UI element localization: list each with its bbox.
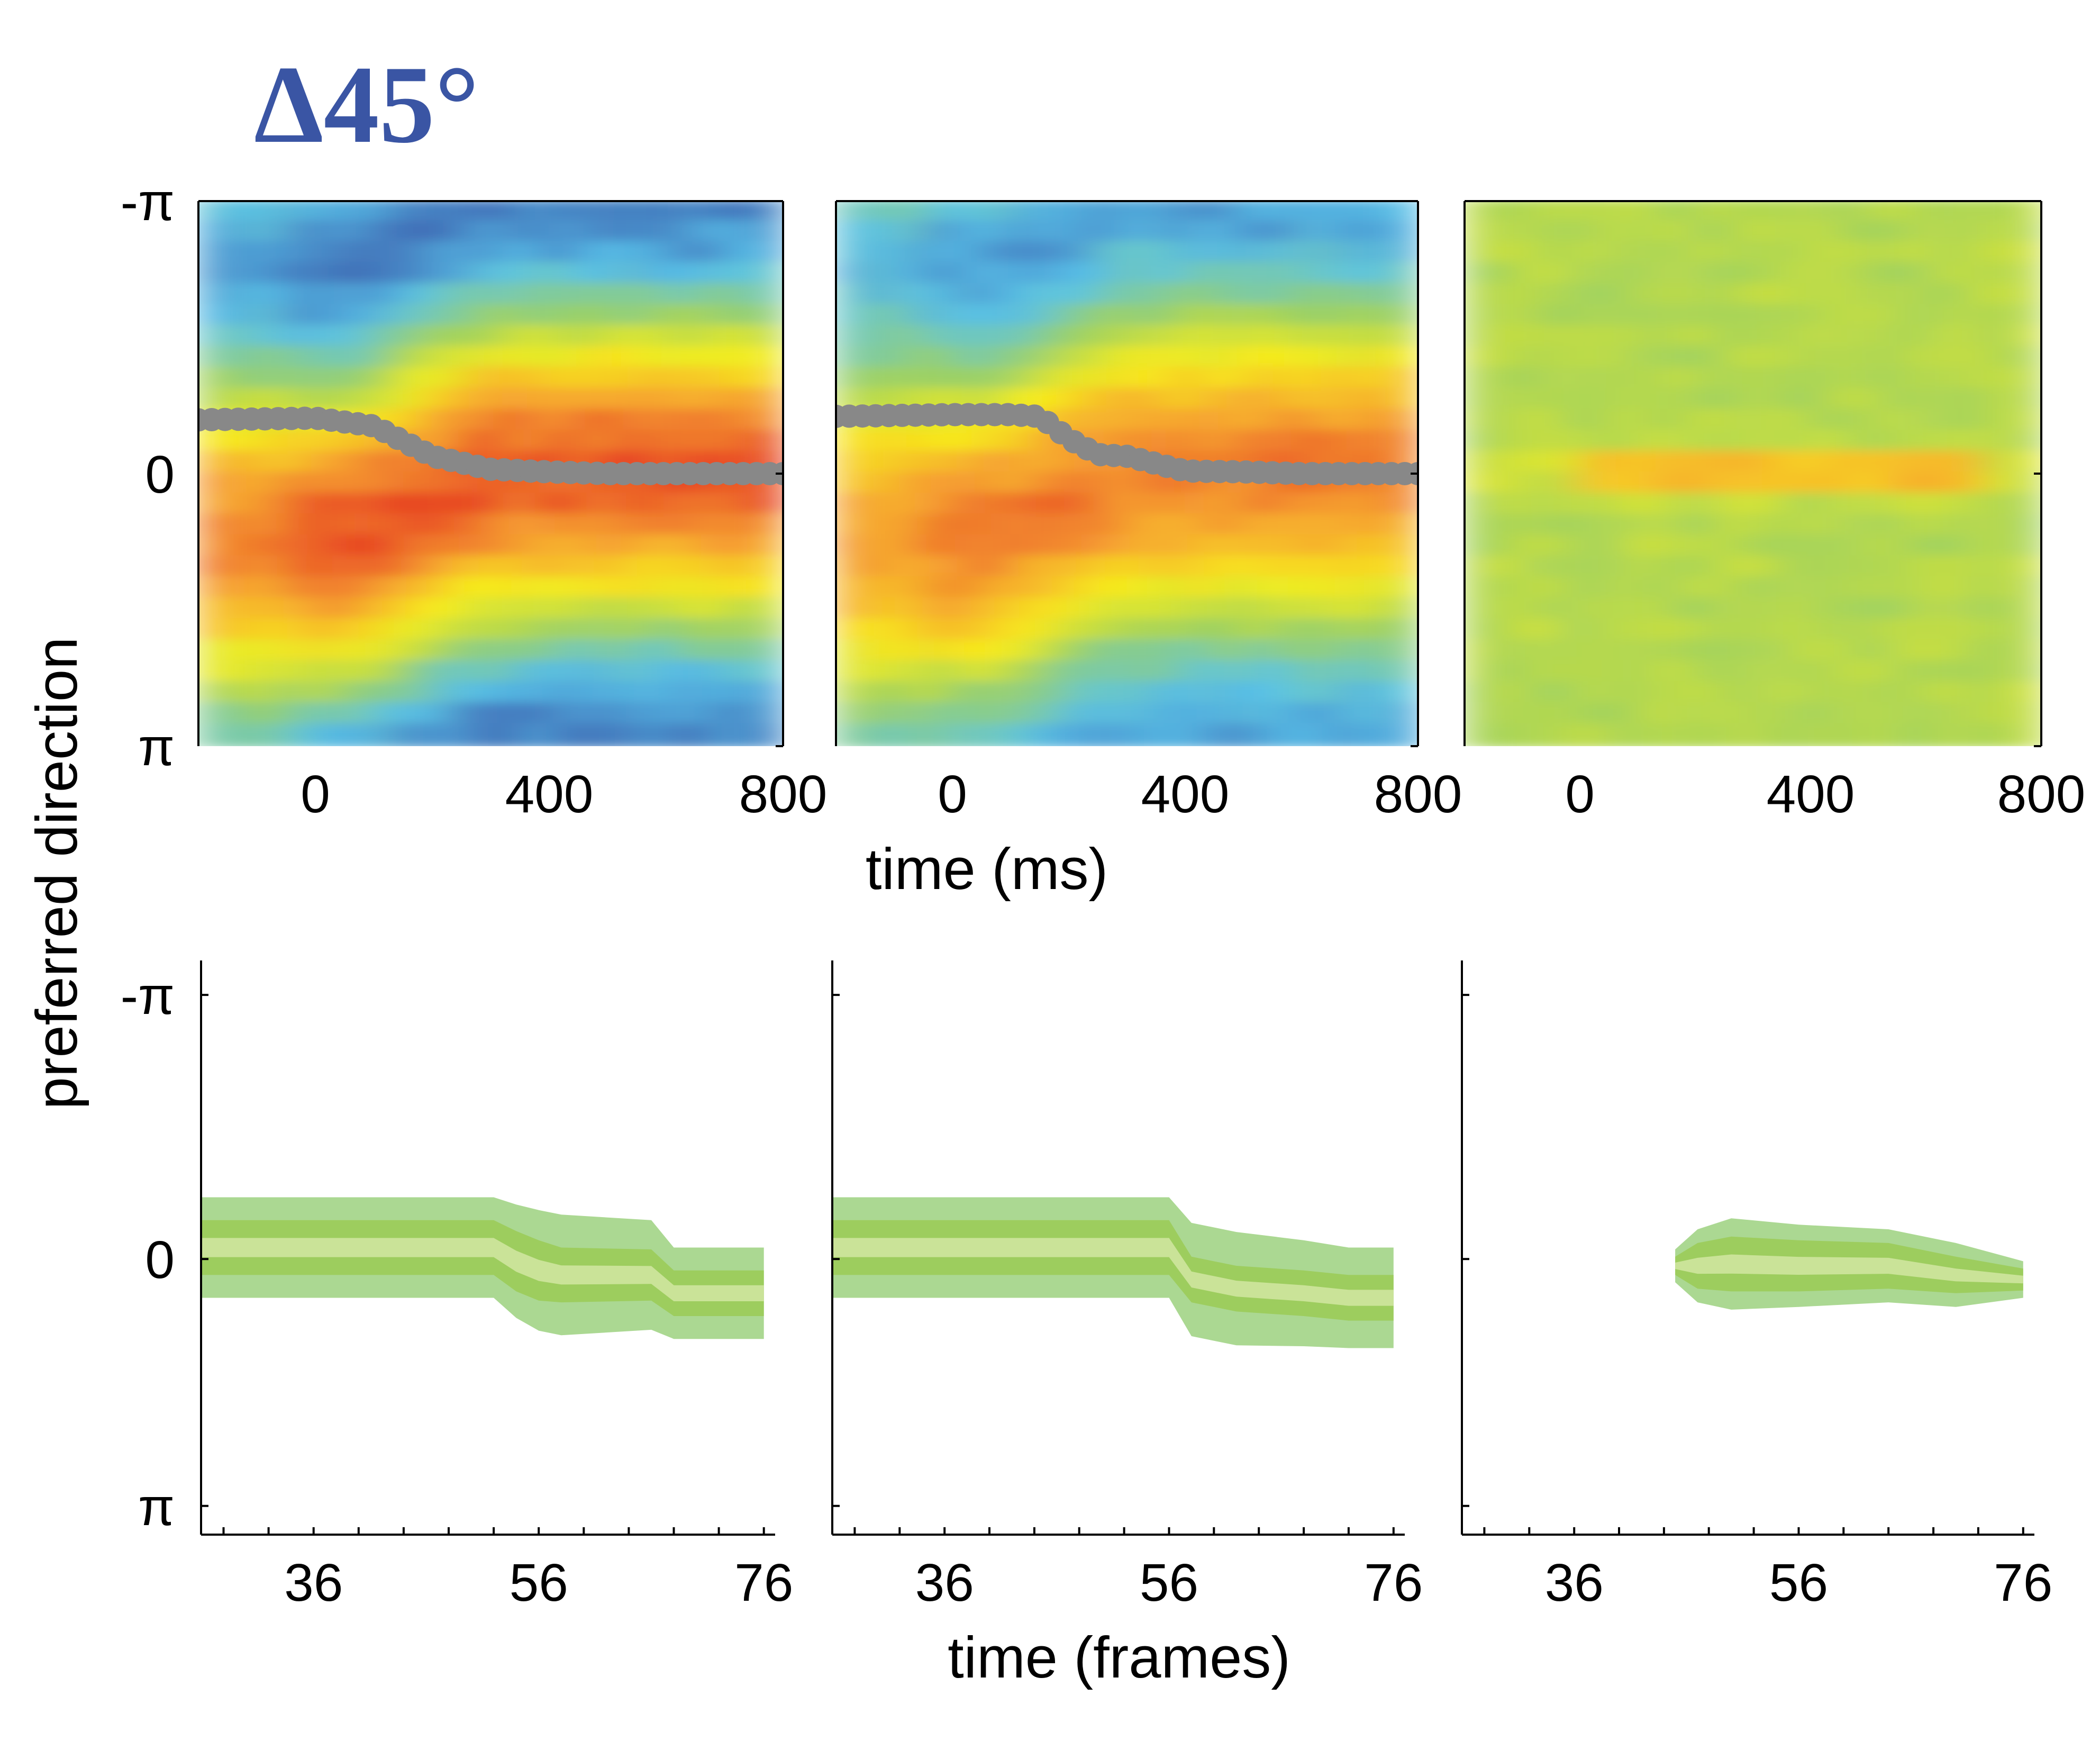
x-tick-label: 0 — [301, 765, 330, 824]
x-tick-label: 400 — [1141, 765, 1230, 824]
x-tick-label: 400 — [505, 765, 594, 824]
y-tick-label: -π — [121, 173, 175, 232]
heatmap-cell-group — [836, 201, 1418, 746]
x-tick-label: 800 — [1997, 765, 2086, 824]
heatmap-cell — [766, 723, 783, 746]
bottom-x-axis-title: time (frames) — [948, 1625, 1290, 1690]
heatmap-cells — [1465, 201, 2041, 746]
heatmap-cell — [766, 261, 783, 287]
top-x-axis-title: time (ms) — [866, 837, 1108, 902]
heatmap-cell — [2024, 660, 2041, 686]
x-tick-label: 36 — [1545, 1553, 1604, 1612]
x-tick-label: 56 — [1140, 1553, 1198, 1612]
y-tick-label: 0 — [145, 445, 175, 504]
heatmap-cells — [198, 201, 783, 746]
heatmap-cell — [1401, 660, 1418, 686]
core-band — [201, 1238, 764, 1301]
heatmap-cell — [2024, 261, 2041, 287]
x-tick-label: 36 — [284, 1553, 343, 1612]
x-tick-label: 400 — [1767, 765, 1855, 824]
heatmap-cell — [2024, 723, 2041, 746]
core-band — [832, 1238, 1394, 1306]
bottom-panel-3 — [1675, 1218, 2023, 1310]
x-tick-label: 76 — [734, 1553, 793, 1612]
heatmap-cell — [766, 387, 783, 413]
y-axis-title: preferred direction — [24, 637, 89, 1110]
heatmap-cell — [2024, 534, 2041, 560]
heatmap-cell — [2024, 387, 2041, 413]
core-band — [1675, 1254, 2023, 1284]
axes-layer: 0 400 800 0 400 800 0 400 800 -π 0 π 36 56 76 36 56 76 36 5… — [121, 173, 2086, 1612]
heatmap-cell — [766, 660, 783, 686]
x-tick-label: 0 — [938, 765, 967, 824]
heatmap-panel-3 — [1465, 201, 2041, 746]
y-tick-label: 0 — [145, 1230, 175, 1290]
x-tick-label: 56 — [1769, 1553, 1828, 1612]
heatmap-cells — [836, 201, 1418, 746]
bottom-panel-2 — [832, 1197, 1394, 1348]
y-tick-label: π — [138, 718, 175, 777]
x-tick-label: 56 — [510, 1553, 568, 1612]
heatmap-cell — [1401, 387, 1418, 413]
heatmap-cell — [1401, 261, 1418, 287]
x-tick-label: 76 — [1994, 1553, 2052, 1612]
heatmap-panel-1 — [198, 201, 783, 746]
x-tick-label: 36 — [915, 1553, 974, 1612]
y-tick-label: π — [138, 1477, 175, 1537]
x-tick-label: 800 — [1374, 765, 1462, 824]
figure-title: Δ45° — [254, 43, 479, 166]
heatmap-cell — [1401, 534, 1418, 560]
heatmap-panel-2 — [836, 201, 1418, 746]
x-tick-label: 800 — [739, 765, 828, 824]
heatmap-cell-group — [1465, 201, 2041, 746]
bottom-panel-1 — [201, 1197, 764, 1339]
y-tick-label: -π — [121, 966, 175, 1026]
heatmap-cell — [766, 534, 783, 560]
heatmap-cell — [1401, 723, 1418, 746]
x-tick-label: 76 — [1364, 1553, 1423, 1612]
x-tick-label: 0 — [1565, 765, 1595, 824]
